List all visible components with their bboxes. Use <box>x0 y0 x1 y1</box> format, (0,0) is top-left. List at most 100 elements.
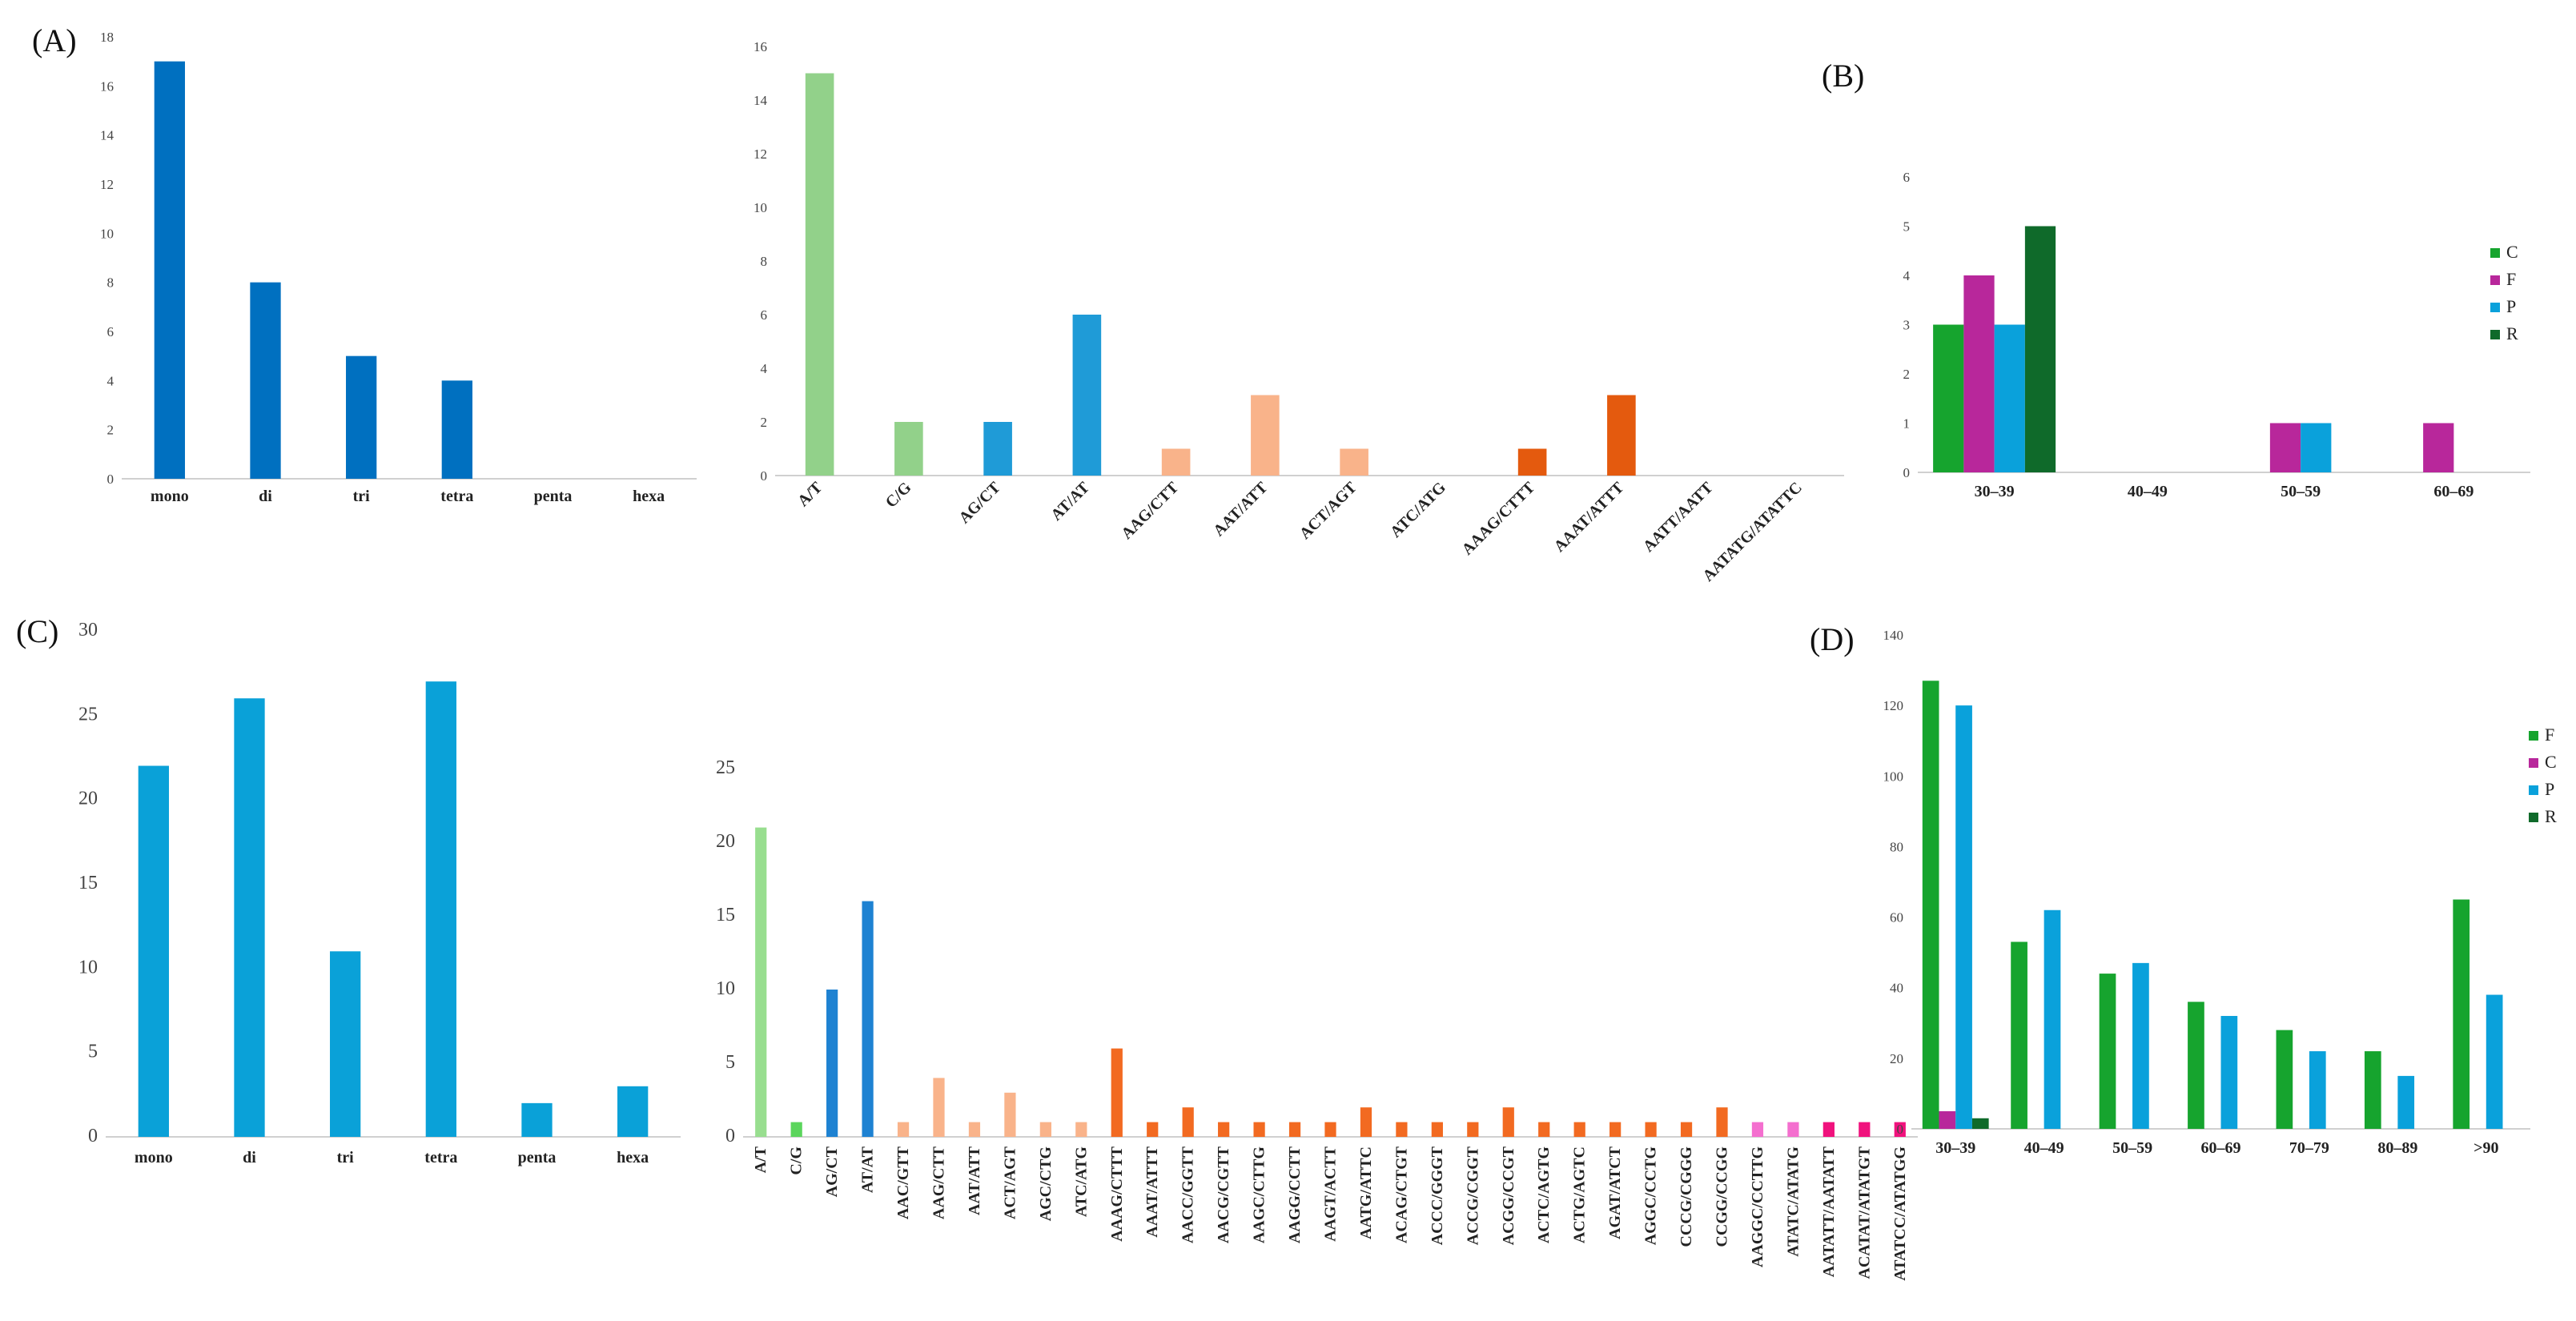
bar-p-90 <box>2486 994 2503 1129</box>
x-tick-label: di <box>259 488 272 505</box>
bar-acatat-atatgt <box>1859 1122 1871 1137</box>
x-tick-label: AGC/CTG <box>1037 1146 1055 1222</box>
bar-f-60-69 <box>2423 423 2454 472</box>
y-tick-label: 2 <box>1903 367 1911 382</box>
bar-aagc-cttg <box>1253 1122 1265 1137</box>
x-tick-label: AAAG/CTTT <box>1108 1146 1126 1242</box>
bar-f-30-39 <box>1922 681 1939 1129</box>
bar-aaat-attt <box>1147 1122 1159 1137</box>
panel-label-b: (B) <box>1822 58 1864 94</box>
bar-aag-ctt <box>1161 448 1191 476</box>
legend-swatch-p <box>2529 785 2538 795</box>
bar-f-80-89 <box>2364 1051 2381 1129</box>
x-tick-label: AAAT/ATTT <box>1550 479 1627 556</box>
y-tick-label: 10 <box>100 226 114 241</box>
y-tick-label: 5 <box>88 1042 98 1062</box>
bar-cccg-cggg <box>1680 1122 1693 1137</box>
bar-aat-att <box>968 1122 981 1137</box>
bar-mono <box>138 765 169 1137</box>
x-tick-label: C/G <box>788 1146 806 1175</box>
panel-label-a: (A) <box>32 22 77 58</box>
y-tick-label: 18 <box>100 30 114 45</box>
x-tick-label: penta <box>534 488 573 505</box>
bar-atatc-atatg <box>1787 1122 1799 1137</box>
y-tick-label: 12 <box>754 147 767 162</box>
x-tick-label: ACT/AGT <box>1001 1146 1019 1219</box>
bar-ag-ct <box>983 422 1012 476</box>
y-tick-label: 40 <box>1890 981 1903 996</box>
x-tick-label: AT/AT <box>1047 479 1093 524</box>
y-tick-label: 10 <box>716 978 735 999</box>
x-tick-label: AATG/ATTC <box>1357 1146 1375 1239</box>
bar-aaat-attt <box>1607 395 1636 476</box>
x-tick-label: ACTC/AGTG <box>1535 1146 1553 1244</box>
x-tick-label: AAAT/ATTT <box>1143 1146 1161 1237</box>
panel-label-d: (D) <box>1810 621 1855 657</box>
bar-p-50-59 <box>2301 423 2332 472</box>
bar-f-40-49 <box>2011 942 2027 1129</box>
y-tick-label: 0 <box>725 1126 735 1146</box>
bar-c-g <box>790 1122 802 1137</box>
bar-act-agt <box>1004 1092 1016 1137</box>
bar-f-30-39 <box>1963 275 1995 472</box>
bar-a-t <box>805 73 834 476</box>
x-tick-label: 60–69 <box>2201 1139 2241 1157</box>
x-tick-label: AAT/ATT <box>1210 479 1272 540</box>
bar-at-at <box>1072 315 1102 476</box>
bar-accg-cggt <box>1467 1122 1479 1137</box>
bar-agc-ctg <box>1039 1122 1051 1137</box>
bar-di <box>250 282 281 479</box>
y-tick-label: 8 <box>107 275 115 291</box>
y-tick-label: 20 <box>1890 1051 1903 1066</box>
y-tick-label: 14 <box>100 128 115 143</box>
bar-tri <box>330 951 361 1137</box>
bar-aaag-cttt <box>1517 448 1547 476</box>
y-tick-label: 20 <box>716 831 735 852</box>
x-tick-label: AAAG/CTTT <box>1459 479 1539 559</box>
bar-f-70-79 <box>2276 1030 2293 1129</box>
bar-p-70-79 <box>2309 1051 2326 1129</box>
y-tick-label: 80 <box>1890 839 1903 854</box>
chart-a-repeat-motif: 0 2 4 6 8 10 12 14 16 A/T C/G AG/CT AT/AT AAG/CTT AAT/… <box>754 39 1844 585</box>
bar-p-60-69 <box>2220 1015 2238 1129</box>
x-tick-label: AAG/CTT <box>1118 479 1182 543</box>
x-tick-label: A/T <box>794 479 826 511</box>
y-tick-label: 5 <box>725 1052 735 1073</box>
bar-aaag-cttt <box>1111 1048 1123 1137</box>
bar-aatatt-aatatt <box>1822 1122 1835 1137</box>
y-tick-label: 2 <box>761 415 768 430</box>
bar-p-80-89 <box>2397 1075 2415 1129</box>
x-tick-label: ATATC/ATATG <box>1784 1146 1802 1257</box>
bar-ccgg-ccgg <box>1716 1107 1728 1137</box>
x-tick-label: A/T <box>752 1146 770 1173</box>
y-tick-label: 14 <box>754 93 768 108</box>
x-tick-label: AG/CT <box>823 1146 841 1197</box>
bar-di <box>234 698 265 1137</box>
x-tick-label: AATT/AATT <box>1640 479 1717 556</box>
x-tick-label: mono <box>151 488 189 505</box>
legend-swatch-c <box>2490 248 2500 258</box>
x-tick-label: 40–49 <box>2024 1139 2064 1157</box>
bar-tetra <box>425 681 456 1137</box>
bar-aatg-attc <box>1360 1107 1372 1137</box>
bar-r-30-39 <box>2024 226 2056 472</box>
x-tick-label: CCGG/CCGG <box>1714 1146 1731 1247</box>
x-tick-label: AATATG/ATATTC <box>1699 479 1806 585</box>
x-tick-label: tri <box>353 488 371 505</box>
bar-aagg-cctt <box>1288 1122 1301 1137</box>
bar-p-50-59 <box>2132 962 2149 1129</box>
x-tick-label: ATATCC/ATATGG <box>1891 1146 1909 1281</box>
legend-swatch-f <box>2490 275 2500 285</box>
y-tick-label: 15 <box>716 905 735 926</box>
y-tick-label: 100 <box>1883 769 1904 784</box>
bar-aat-att <box>1251 395 1280 476</box>
legend-label-f: F <box>2545 725 2554 745</box>
y-tick-label: 120 <box>1883 698 1904 713</box>
x-tick-label: ATC/ATG <box>1072 1146 1090 1218</box>
bar-f-50-59 <box>2099 974 2116 1129</box>
bar-aacc-ggtt <box>1182 1107 1194 1137</box>
y-tick-label: 10 <box>754 200 767 215</box>
x-tick-label: AGAT/ATCT <box>1606 1146 1624 1239</box>
y-tick-label: 5 <box>1903 219 1911 235</box>
